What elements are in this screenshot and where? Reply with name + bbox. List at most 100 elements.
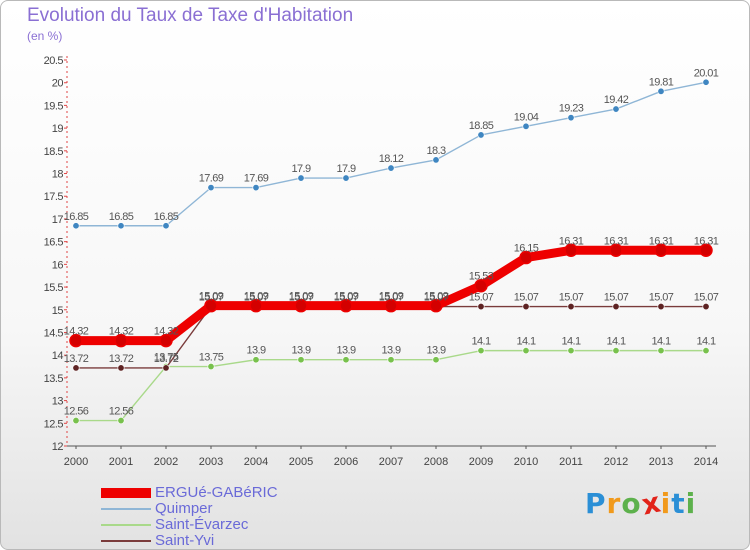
data-label: 12.56 — [64, 406, 89, 418]
y-tick-label: 12 — [52, 441, 64, 453]
chart-unit: (en %) — [27, 29, 63, 43]
data-point — [69, 333, 83, 348]
logo-letter: i — [685, 487, 697, 520]
data-label: 16.31 — [649, 235, 674, 247]
x-tick-label: 2002 — [154, 456, 178, 468]
data-point — [432, 356, 440, 364]
y-tick-label: 20 — [52, 78, 64, 90]
data-point — [522, 122, 530, 130]
data-label: 15.07 — [514, 292, 539, 304]
logo-letter: r — [606, 487, 622, 520]
data-label: 13.72 — [64, 353, 89, 365]
y-tick-label: 12.5 — [44, 418, 64, 430]
y-tick-label: 15.5 — [44, 282, 64, 294]
data-point — [612, 105, 620, 113]
data-label: 15.07 — [694, 292, 719, 304]
data-label: 14.32 — [154, 326, 179, 338]
data-point — [342, 356, 350, 364]
data-label: 16.85 — [64, 211, 89, 223]
data-point — [567, 347, 575, 355]
data-label: 13.72 — [154, 353, 179, 365]
x-tick-label: 2001 — [109, 456, 133, 468]
data-label: 16.85 — [109, 211, 134, 223]
x-tick-label: 2000 — [64, 456, 88, 468]
data-point — [252, 356, 260, 364]
data-point — [387, 356, 395, 364]
data-point — [162, 364, 170, 372]
series-lines — [69, 78, 713, 425]
data-point — [657, 303, 665, 311]
data-point — [612, 303, 620, 311]
data-label: 17.69 — [244, 173, 269, 185]
x-tick-label: 2010 — [514, 456, 538, 468]
data-point — [609, 243, 623, 258]
data-point — [699, 243, 713, 258]
data-label: 15.09 — [199, 291, 224, 303]
data-label: 13.9 — [336, 345, 355, 357]
y-tick-label: 19.5 — [44, 100, 64, 112]
x-tick-label: 2012 — [604, 456, 628, 468]
data-point — [297, 356, 305, 364]
legend-label: Saint-Évarzec — [155, 516, 249, 533]
axes: 12 12.5 13 13.5 14 14.5 15 15.5 16 16.5 17 17.5 18 18… — [44, 55, 719, 468]
data-label: 13.75 — [154, 352, 179, 364]
logo-letter: i — [660, 487, 672, 520]
chart-title: Evolution du Taux de Taxe d'Habitation — [27, 5, 354, 26]
data-point — [207, 363, 215, 371]
data-label: 13.9 — [291, 345, 310, 357]
data-point — [204, 298, 218, 313]
legend-label: Saint-Yvi — [155, 532, 215, 549]
data-point — [657, 87, 665, 95]
x-tick-label: 2013 — [649, 456, 673, 468]
data-point — [474, 278, 488, 293]
data-point — [117, 222, 125, 230]
y-tick-label: 20.5 — [44, 55, 64, 67]
data-label: 15.07 — [649, 292, 674, 304]
data-label: 12.56 — [109, 406, 134, 418]
data-label: 13.75 — [199, 352, 224, 364]
x-tick-label: 2008 — [424, 456, 448, 468]
x-tick-label: 2007 — [379, 456, 403, 468]
y-tick-label: 15 — [52, 305, 64, 317]
data-point — [72, 364, 80, 372]
data-label: 14.1 — [651, 336, 670, 348]
legend-item-ergu-gab-ric: ERGUé-GABéRIC — [101, 484, 401, 501]
data-point — [252, 184, 260, 192]
data-point — [294, 298, 308, 313]
x-tick-label: 2014 — [694, 456, 718, 468]
data-label: 19.04 — [514, 111, 539, 123]
data-label: 17.9 — [291, 163, 310, 175]
data-point — [519, 250, 533, 265]
data-label: 16.31 — [694, 235, 719, 247]
data-point — [114, 333, 128, 348]
data-label: 15.09 — [289, 291, 314, 303]
x-tick-label: 2011 — [559, 456, 583, 468]
data-label: 17.9 — [336, 163, 355, 175]
data-point — [162, 222, 170, 230]
data-point — [117, 364, 125, 372]
data-label: 17.69 — [199, 173, 224, 185]
data-label: 14.1 — [516, 336, 535, 348]
data-point — [429, 298, 443, 313]
data-label: 20.01 — [694, 67, 719, 79]
legend-item-quimper: Quimper — [101, 500, 401, 517]
legend-swatch — [101, 524, 151, 526]
data-label: 15.07 — [424, 292, 449, 304]
data-point — [72, 417, 80, 425]
data-label: 16.31 — [559, 235, 584, 247]
y-tick-label: 14.5 — [44, 327, 64, 339]
data-point — [339, 298, 353, 313]
data-point — [477, 347, 485, 355]
data-point — [654, 243, 668, 258]
y-tick-label: 14 — [52, 350, 64, 362]
data-point — [657, 347, 665, 355]
series-saint-varzec — [72, 347, 710, 425]
data-label: 15.09 — [424, 291, 449, 303]
proxiti-logo: Proxiti — [585, 485, 697, 521]
data-point — [477, 131, 485, 139]
y-tick-label: 13 — [52, 396, 64, 408]
data-label: 15.09 — [244, 291, 269, 303]
y-tick-label: 13.5 — [44, 373, 64, 385]
